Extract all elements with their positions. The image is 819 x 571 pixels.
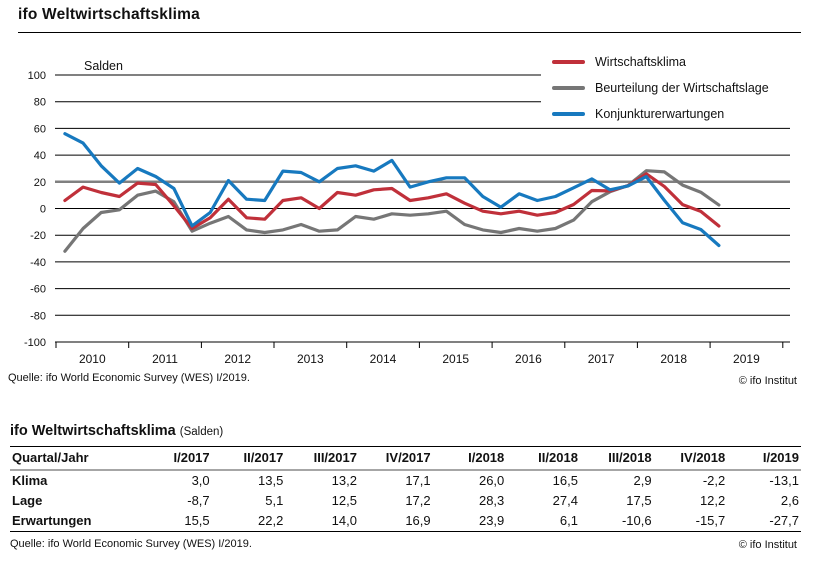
x-axis-year-label: 2014 bbox=[370, 352, 397, 366]
column-header-label: Quartal/Jahr bbox=[10, 446, 138, 471]
table-value: 12,5 bbox=[331, 493, 357, 508]
table-value: 16,5 bbox=[552, 473, 578, 488]
table-value: 16,9 bbox=[358, 511, 433, 532]
column-header-quarter: III/2018 bbox=[579, 446, 654, 471]
table-header: Quartal/Jahr I/2017 II/2017 III/2017 IV/2017… bbox=[10, 446, 801, 471]
table-row: Klima 3,0 13,5 13,2 17,1 26,0 16,5 2,9 -2,2 -13,1 bbox=[10, 470, 801, 491]
x-axis-year-label: 2013 bbox=[297, 352, 324, 366]
y-axis-tick-label: 100 bbox=[28, 70, 46, 82]
table-source-note: Quelle: ifo World Economic Survey (WES) … bbox=[10, 538, 252, 550]
table-value: 17,1 bbox=[405, 473, 431, 488]
chart-copyright: © ifo Institut bbox=[738, 375, 797, 387]
table-copyright: © ifo Institut bbox=[738, 539, 797, 551]
legend-label: Wirtschaftsklima bbox=[595, 55, 686, 69]
legend-item: Wirtschaftsklima bbox=[544, 49, 796, 75]
table-value: 2,6 bbox=[780, 493, 799, 508]
legend-item: Konjunkturerwartungen bbox=[544, 101, 796, 127]
legend-item: Beurteilung der Wirtschaftslage bbox=[544, 75, 796, 101]
table-value: -8,7 bbox=[187, 493, 210, 508]
column-header-quarter: IV/2018 bbox=[653, 446, 728, 471]
x-axis-year-label: 2010 bbox=[79, 352, 106, 366]
x-axis-year-label: 2011 bbox=[152, 352, 178, 366]
table-value: 22,2 bbox=[211, 511, 286, 532]
x-axis-year-label: 2015 bbox=[442, 352, 469, 366]
row-label: Lage bbox=[12, 493, 43, 508]
table-value: 3,0 bbox=[191, 473, 210, 488]
y-axis-tick-label: 80 bbox=[34, 97, 46, 109]
table-value: 17,5 bbox=[626, 493, 652, 508]
legend-line-swatch bbox=[552, 86, 585, 90]
table-value: 28,3 bbox=[478, 493, 505, 508]
quarterly-values-table: Quartal/Jahr I/2017 II/2017 III/2017 IV/2017… bbox=[10, 446, 801, 532]
table-value: -13,1 bbox=[769, 473, 799, 488]
table-value: 26,0 bbox=[478, 473, 505, 488]
y-axis-tick-label: -100 bbox=[24, 337, 46, 349]
table-value: -15,7 bbox=[653, 511, 728, 532]
climate-chart: 100 80 60 40 20 0 -20 -40 -60 -80 -100 Salden 2010 20… bbox=[0, 45, 819, 395]
chart-source-note: Quelle: ifo World Economic Survey (WES) … bbox=[8, 372, 250, 384]
y-axis-tick-label: -80 bbox=[30, 310, 46, 322]
column-header-quarter: II/2018 bbox=[506, 446, 580, 471]
y-axis-tick-label: 40 bbox=[34, 150, 46, 162]
x-axis-year-label: 2019 bbox=[733, 352, 760, 366]
table-value: 13,2 bbox=[331, 473, 357, 488]
y-axis-tick-label: -60 bbox=[30, 284, 46, 296]
table-heading: ifo Weltwirtschaftsklima (Salden) bbox=[10, 423, 223, 439]
x-axis-year-label: 2017 bbox=[588, 352, 615, 366]
column-header-quarter: I/2019 bbox=[727, 446, 801, 471]
legend-label: Konjunkturerwartungen bbox=[595, 107, 725, 121]
table-heading-suffix: (Salden) bbox=[179, 426, 224, 438]
title-rule bbox=[18, 32, 801, 33]
y-axis-tick-label: 0 bbox=[40, 204, 46, 216]
chart-legend: Wirtschaftsklima Beurteilung der Wirtscha… bbox=[544, 49, 796, 127]
table-value: 14,0 bbox=[285, 511, 359, 532]
x-axis-year-label: 2016 bbox=[515, 352, 542, 366]
column-header-quarter: III/2017 bbox=[285, 446, 359, 471]
table-row: Lage -8,7 5,1 12,5 17,2 28,3 27,4 17,5 12,2 2,6 bbox=[10, 491, 801, 511]
row-label: Klima bbox=[12, 473, 48, 488]
column-header-quarter: I/2018 bbox=[432, 446, 507, 471]
y-axis-tick-label: 20 bbox=[34, 177, 46, 189]
table-value: 12,2 bbox=[699, 493, 726, 508]
column-header-quarter: II/2017 bbox=[211, 446, 286, 471]
y-axis-tick-label: 60 bbox=[34, 123, 46, 135]
table-value: 5,1 bbox=[265, 493, 284, 508]
table-heading-main: ifo Weltwirtschaftsklima bbox=[10, 423, 176, 439]
x-axis-year-label: 2012 bbox=[224, 352, 251, 366]
chart-plot-area: 100 80 60 40 20 0 -20 -40 -60 -80 -100 Salden 2010 20… bbox=[24, 59, 790, 366]
table-value: -2,2 bbox=[702, 473, 726, 488]
y-axis-title: Salden bbox=[84, 59, 123, 73]
table-value: 6,1 bbox=[506, 511, 580, 532]
series-line-konjunkturerwartungen bbox=[63, 132, 721, 248]
y-axis-tick-label: -20 bbox=[30, 230, 46, 242]
table-row: Erwartungen 15,5 22,2 14,0 16,9 23,9 6,1 -10,6-… bbox=[10, 511, 801, 532]
legend-line-swatch bbox=[552, 112, 585, 116]
table-value: 15,5 bbox=[138, 511, 212, 532]
table-value: -27,7 bbox=[727, 511, 801, 532]
column-header-quarter: IV/2017 bbox=[358, 446, 433, 471]
table-value: 2,9 bbox=[633, 473, 652, 488]
y-axis-tick-label: -40 bbox=[30, 257, 46, 269]
page-title: ifo Weltwirtschaftsklima bbox=[18, 6, 200, 23]
x-axis-year-label: 2018 bbox=[660, 352, 687, 366]
table-value: 27,4 bbox=[552, 493, 578, 508]
table-value: 23,9 bbox=[432, 511, 507, 532]
table-value: -10,6 bbox=[579, 511, 654, 532]
column-header-quarter: I/2017 bbox=[138, 446, 212, 471]
row-label: Erwartungen bbox=[10, 511, 138, 532]
table-value: 17,2 bbox=[405, 493, 431, 508]
legend-line-swatch bbox=[552, 60, 585, 64]
legend-label: Beurteilung der Wirtschaftslage bbox=[595, 81, 769, 95]
table-value: 13,5 bbox=[258, 473, 284, 488]
